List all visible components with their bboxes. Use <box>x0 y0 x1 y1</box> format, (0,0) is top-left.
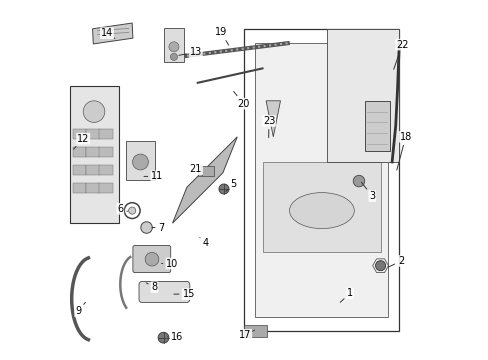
Text: 8: 8 <box>146 282 157 292</box>
Bar <box>99 183 113 193</box>
Text: 19: 19 <box>215 27 228 45</box>
Text: 7: 7 <box>152 222 164 233</box>
Text: 13: 13 <box>179 47 202 57</box>
Circle shape <box>141 222 152 233</box>
Circle shape <box>168 42 179 52</box>
Bar <box>244 325 266 337</box>
Bar <box>86 183 100 193</box>
Bar <box>73 183 86 193</box>
Bar <box>73 129 86 139</box>
Text: 17: 17 <box>239 330 254 340</box>
Text: 10: 10 <box>161 258 178 269</box>
Ellipse shape <box>289 193 354 229</box>
Text: 2: 2 <box>387 256 404 267</box>
Circle shape <box>219 184 228 194</box>
Circle shape <box>375 261 385 271</box>
Bar <box>99 165 113 175</box>
Bar <box>70 86 118 223</box>
Text: 1: 1 <box>340 288 352 302</box>
Circle shape <box>132 154 148 170</box>
Text: 20: 20 <box>233 91 249 109</box>
Bar <box>197 166 213 176</box>
Bar <box>99 147 113 157</box>
Text: 15: 15 <box>174 289 195 299</box>
FancyBboxPatch shape <box>139 282 189 302</box>
Text: 12: 12 <box>73 134 89 149</box>
Text: 14: 14 <box>101 28 115 39</box>
Circle shape <box>170 53 177 60</box>
Text: 18: 18 <box>396 132 411 170</box>
Bar <box>125 141 155 180</box>
Circle shape <box>145 252 159 266</box>
Polygon shape <box>265 101 280 137</box>
Bar <box>365 101 389 151</box>
Bar <box>86 165 100 175</box>
Bar <box>86 147 100 157</box>
Circle shape <box>158 332 168 343</box>
Bar <box>73 165 86 175</box>
Circle shape <box>83 101 104 122</box>
FancyBboxPatch shape <box>133 246 170 273</box>
Polygon shape <box>262 162 381 252</box>
Text: 11: 11 <box>143 171 163 181</box>
Text: 5: 5 <box>225 179 236 192</box>
Text: 21: 21 <box>189 164 202 175</box>
Bar <box>163 28 184 62</box>
Text: 9: 9 <box>75 302 85 316</box>
Polygon shape <box>326 29 399 162</box>
Polygon shape <box>172 137 237 223</box>
Text: 23: 23 <box>262 116 275 138</box>
Text: 16: 16 <box>167 332 183 342</box>
Polygon shape <box>255 43 387 317</box>
Polygon shape <box>92 23 133 44</box>
Bar <box>99 129 113 139</box>
Text: 22: 22 <box>393 40 407 69</box>
Text: 4: 4 <box>200 238 208 248</box>
Bar <box>73 147 86 157</box>
Bar <box>86 129 100 139</box>
Circle shape <box>352 175 364 187</box>
Circle shape <box>128 207 136 214</box>
Text: 6: 6 <box>117 204 127 214</box>
Text: 3: 3 <box>361 182 375 201</box>
